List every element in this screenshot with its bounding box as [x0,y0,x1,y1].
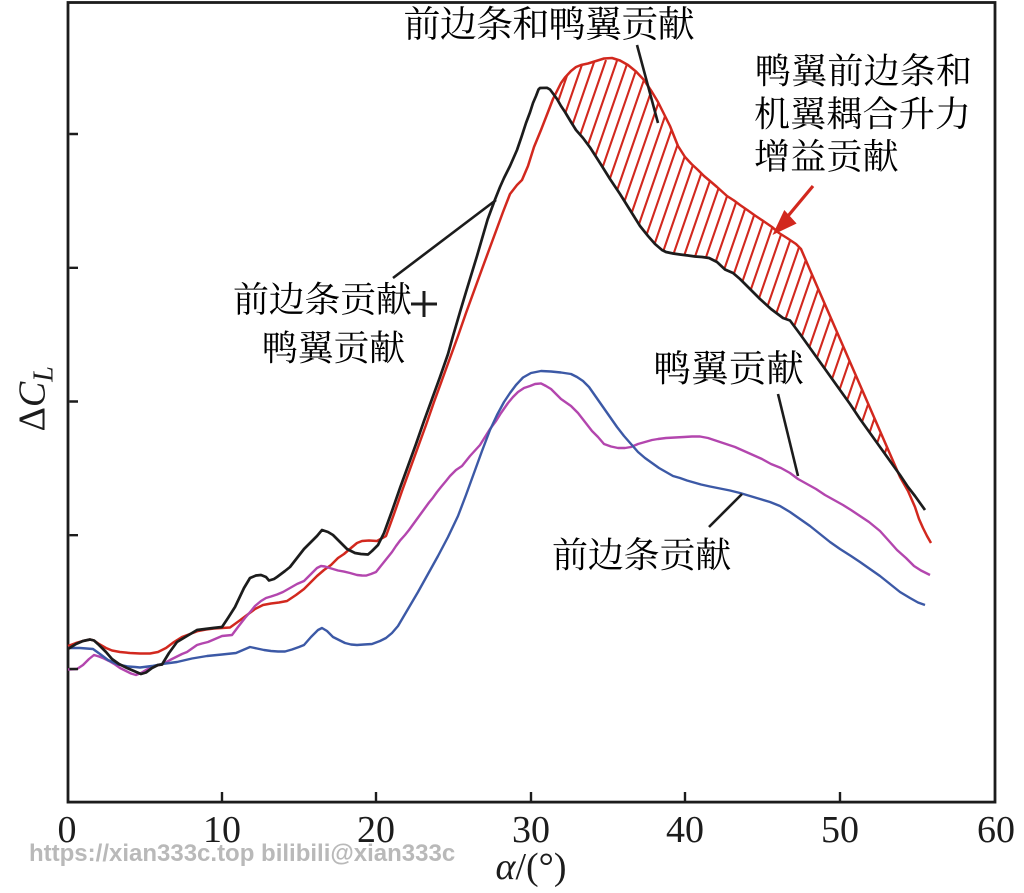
svg-text:50: 50 [821,809,859,851]
svg-text:10: 10 [203,809,241,851]
svg-text:α/(°): α/(°) [495,846,566,888]
svg-text:0: 0 [58,809,77,851]
svg-text:https://xian333c.top bilibili@: https://xian333c.top bilibili@xian333c [29,840,455,867]
svg-text:40: 40 [666,809,704,851]
svg-text:60: 60 [977,809,1015,851]
svg-text:30: 30 [512,809,550,851]
svg-text:20: 20 [357,809,395,851]
